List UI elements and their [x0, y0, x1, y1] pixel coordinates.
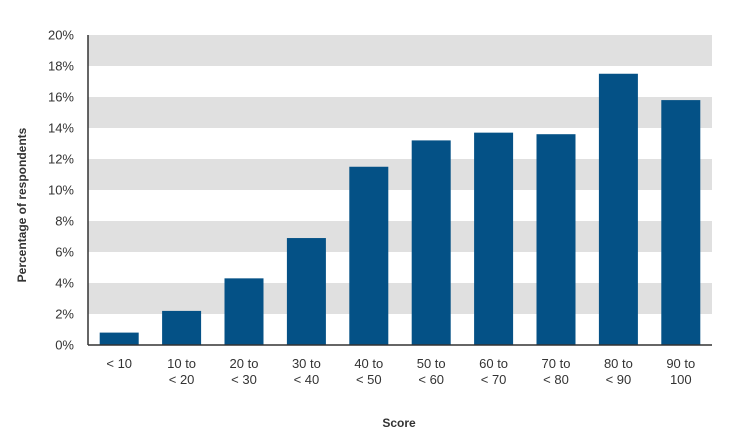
y-tick-label: 2% — [55, 307, 74, 322]
x-tick-label: < 10 — [106, 356, 132, 371]
y-tick-label: 4% — [55, 276, 74, 291]
y-tick-label: 16% — [48, 90, 74, 105]
grid-band — [88, 35, 712, 66]
x-tick-label: 80 to < 90 — [604, 356, 633, 387]
y-tick-label: 12% — [48, 152, 74, 167]
x-tick-label: 40 to < 50 — [354, 356, 383, 387]
x-tick-label: 30 to < 40 — [292, 356, 321, 387]
bar — [598, 73, 638, 345]
bar — [349, 166, 389, 345]
x-tick-label: 70 to < 80 — [542, 356, 571, 387]
x-tick-label: 50 to < 60 — [417, 356, 446, 387]
y-tick-label: 10% — [48, 183, 74, 198]
y-tick-label: 18% — [48, 59, 74, 74]
y-tick-label: 20% — [48, 28, 74, 43]
y-axis-title: Percentage of respondents — [15, 127, 29, 282]
x-tick-label: 20 to < 30 — [230, 356, 259, 387]
y-tick-label: 8% — [55, 214, 74, 229]
y-tick-labels: 0% 2% 4% 6% 8% 10% 12% 14% 16% 18% 20% — [48, 28, 74, 353]
bar — [286, 238, 326, 345]
x-tick-label: 10 to < 20 — [167, 356, 196, 387]
y-tick-label: 14% — [48, 121, 74, 136]
bars — [99, 73, 701, 345]
y-tick-label: 6% — [55, 245, 74, 260]
x-tick-label: 90 to 100 — [666, 356, 695, 387]
x-axis-title: Score — [382, 416, 416, 430]
axes — [87, 35, 712, 346]
y-tick-label: 0% — [55, 338, 74, 353]
bar — [224, 278, 264, 345]
bar — [536, 134, 576, 345]
x-tick-labels: < 10 10 to < 20 20 to < 30 30 to < 40 40 to < 50… — [106, 356, 695, 387]
bar — [661, 100, 701, 345]
bar — [411, 140, 451, 345]
x-tick-label: 60 to < 70 — [479, 356, 508, 387]
bar — [474, 132, 514, 345]
bar — [99, 332, 139, 345]
bar — [162, 310, 202, 345]
